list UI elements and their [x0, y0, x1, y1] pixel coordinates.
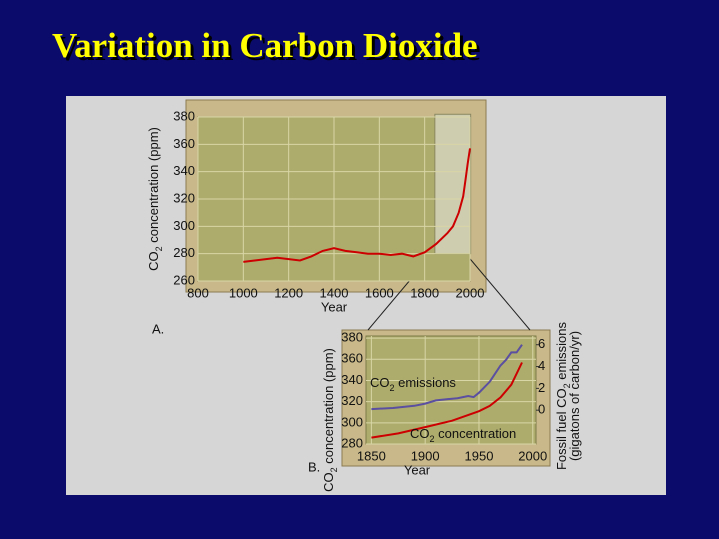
- y2-axis-label: Fossil fuel CO2 emissions: [554, 321, 572, 470]
- y-axis-label: CO2 concentration (ppm): [146, 127, 164, 271]
- y2-tick-label: 4: [538, 358, 545, 373]
- title-shadow: Variation in Carbon Dioxide: [55, 29, 481, 68]
- y-tick-label: 260: [173, 272, 195, 287]
- y2-tick-label: 2: [538, 380, 545, 395]
- data-line: [371, 344, 523, 411]
- x-axis-label: Year: [404, 462, 431, 477]
- x-tick-label: 1200: [274, 285, 303, 300]
- slide-title: Variation in Carbon Dioxide: [52, 26, 478, 65]
- panel-label: B.: [308, 459, 320, 474]
- zoom-line: [465, 253, 531, 331]
- series-label: CO2 concentration: [410, 426, 516, 444]
- y-tick-label: 320: [173, 190, 195, 205]
- y-axis-label: CO2 concentration (ppm): [321, 348, 339, 492]
- data-line: [243, 148, 471, 263]
- x-axis-label: Year: [321, 299, 348, 314]
- y-tick-label: 320: [341, 393, 363, 408]
- x-tick-label: 1900: [411, 448, 440, 463]
- y-tick-label: 380: [341, 330, 363, 345]
- x-tick-label: 2000: [518, 448, 547, 463]
- data-line: [371, 362, 523, 439]
- x-tick-label: 1950: [465, 448, 494, 463]
- panel-label: A.: [152, 321, 164, 336]
- y-tick-label: 300: [173, 218, 195, 233]
- x-tick-label: 800: [187, 285, 209, 300]
- y-tick-label: 300: [341, 414, 363, 429]
- y2-tick-label: 0: [538, 402, 545, 417]
- y2-axis-label: (gigatons of carbon/yr): [567, 331, 582, 461]
- y2-tick-label: 6: [538, 336, 545, 351]
- x-tick-label: 1600: [365, 285, 394, 300]
- y-tick-label: 340: [173, 163, 195, 178]
- y-tick-label: 340: [341, 372, 363, 387]
- x-tick-label: 1400: [320, 285, 349, 300]
- y-tick-label: 280: [341, 435, 363, 450]
- x-tick-label: 1800: [410, 285, 439, 300]
- y-tick-label: 380: [173, 108, 195, 123]
- x-tick-label: 1850: [357, 448, 386, 463]
- y-tick-label: 280: [173, 245, 195, 260]
- series-label: CO2 emissions: [370, 375, 456, 393]
- y-tick-label: 360: [173, 136, 195, 151]
- x-tick-label: 1000: [229, 285, 258, 300]
- y-tick-label: 360: [341, 351, 363, 366]
- x-tick-label: 2000: [456, 285, 485, 300]
